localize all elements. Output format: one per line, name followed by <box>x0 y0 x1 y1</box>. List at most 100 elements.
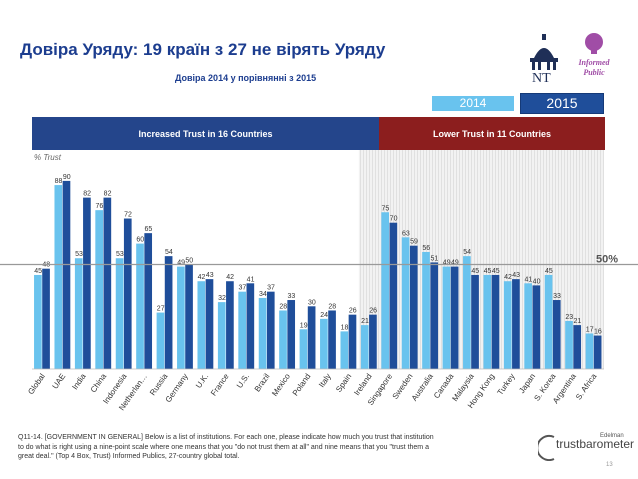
bar-2014-Italy <box>320 318 328 369</box>
bar-2014-Canada <box>442 266 451 369</box>
data-label-2014-Poland: 19 <box>300 322 308 329</box>
decrease-region-background <box>358 150 604 369</box>
page-subtitle: Довіра 2014 у порівнянні з 2015 <box>175 73 317 83</box>
logo: NT Informed Public <box>512 28 624 86</box>
data-label-2015-Germany: 50 <box>185 258 193 265</box>
svg-text:NT: NT <box>532 71 551 84</box>
data-label-2014-Turkey: 42 <box>504 274 512 281</box>
data-label-2015-Hong Kong: 45 <box>492 268 500 275</box>
bar-2015-Germany <box>185 264 193 369</box>
data-label-2014-China: 76 <box>96 203 104 210</box>
data-label-2014-Argentina: 23 <box>565 314 573 321</box>
bar-2015-Malaysia <box>471 274 479 369</box>
bar-2015-Global <box>42 268 50 369</box>
data-label-2015-Malaysia: 45 <box>471 268 479 275</box>
data-label-2014-Netherlan…: 60 <box>136 237 144 244</box>
bar-2015-Singapore <box>389 222 398 369</box>
brand-arc-icon <box>538 435 555 461</box>
x-tick-label-S. Africa: S. Africa <box>574 372 599 402</box>
bar-2015-Spain <box>348 314 357 369</box>
bar-2014-Indonesia <box>115 258 124 369</box>
data-label-2015-France: 42 <box>226 274 234 281</box>
data-label-2015-Italy: 28 <box>328 303 336 310</box>
bar-2015-Poland <box>307 306 316 369</box>
bar-2014-Malaysia <box>463 256 471 369</box>
bar-2015-France <box>226 281 234 369</box>
bar-2014-Russia <box>156 312 165 369</box>
data-label-2014-S. Africa: 17 <box>586 326 594 333</box>
data-label-2015-Ireland: 26 <box>369 308 377 315</box>
data-label-2014-U.S.: 37 <box>239 285 247 292</box>
data-label-2015-S. Korea: 33 <box>553 293 561 300</box>
data-label-2015-Brazil: 37 <box>267 285 275 292</box>
bar-2014-Germany <box>177 266 185 369</box>
y-axis-label: % Trust <box>34 153 61 162</box>
decrease-band: Lower Trust in 11 Countries <box>379 117 605 150</box>
bar-2015-Mexico <box>287 300 296 369</box>
bar-2014-U.K. <box>197 281 206 369</box>
data-label-2015-Russia: 54 <box>165 249 173 256</box>
x-tick-label-Ireland: Ireland <box>352 372 373 397</box>
data-label-2015-U.K.: 43 <box>206 272 214 279</box>
x-tick-label-U.S.: U.S. <box>235 372 251 390</box>
bar-2015-U.K. <box>205 279 214 369</box>
data-label-2015-Poland: 30 <box>308 299 316 306</box>
bar-2014-Ireland <box>360 325 369 369</box>
data-label-2015-UAE: 90 <box>63 174 71 181</box>
bar-2014-Global <box>34 274 42 369</box>
footer-question: Q11-14. [GOVERNMENT IN GENERAL] Below is… <box>18 434 434 460</box>
bar-2015-Turkey <box>512 279 520 369</box>
data-label-2015-Turkey: 43 <box>512 272 520 279</box>
bar-2014-France <box>217 302 226 369</box>
data-label-2014-India: 53 <box>75 251 83 258</box>
data-label-2014-Hong Kong: 45 <box>484 268 492 275</box>
data-label-2014-Italy: 24 <box>320 312 328 319</box>
bar-2015-S. Africa <box>593 335 602 369</box>
brand-org: Edelman <box>600 433 624 439</box>
x-tick-label-Japan: Japan <box>517 372 537 395</box>
bar-2014-Mexico <box>279 310 287 369</box>
data-label-2014-Australia: 56 <box>422 245 430 252</box>
bar-2015-UAE <box>62 180 71 369</box>
data-label-2014-Japan: 41 <box>525 276 533 283</box>
bar-2014-Japan <box>524 283 532 369</box>
legend-2014: 2014 <box>432 96 514 111</box>
data-label-2014-Mexico: 28 <box>279 303 287 310</box>
bar-2014-Brazil <box>258 297 267 369</box>
bar-2015-Brazil <box>266 291 275 369</box>
bar-2015-Hong Kong <box>491 274 500 369</box>
data-label-2014-Indonesia: 53 <box>116 251 124 258</box>
bar-2015-Indonesia <box>123 218 132 369</box>
bar-2015-India <box>83 197 91 369</box>
bar-2015-Ireland <box>369 314 377 369</box>
bar-2014-S. Africa <box>585 333 594 369</box>
bar-2014-Sweden <box>401 237 410 369</box>
x-tick-label-Global: Global <box>26 372 47 396</box>
x-tick-label-Poland: Poland <box>291 372 313 398</box>
bar-2015-China <box>103 197 112 369</box>
x-tick-label-India: India <box>70 372 88 392</box>
bar-2015-Canada <box>450 266 459 369</box>
bar-2015-Australia <box>430 262 439 369</box>
x-tick-label-Turkey: Turkey <box>495 372 516 397</box>
bar-2014-UAE <box>54 185 63 369</box>
data-label-2015-Spain: 26 <box>349 308 357 315</box>
bar-2015-U.S. <box>246 283 255 369</box>
bar-2014-Spain <box>340 331 349 369</box>
bar-2014-Argentina <box>565 320 573 369</box>
bar-2014-India <box>74 258 83 369</box>
data-label-2015-China: 82 <box>104 191 112 198</box>
data-label-2015-Indonesia: 72 <box>124 212 132 219</box>
data-label-2014-Russia: 27 <box>157 306 165 313</box>
data-label-2015-Global: 48 <box>42 262 50 269</box>
data-label-2014-France: 32 <box>218 295 226 302</box>
data-label-2015-S. Africa: 16 <box>594 329 602 336</box>
data-label-2014-Spain: 18 <box>341 324 349 331</box>
reference-line-label: 50% <box>596 254 618 266</box>
bar-2014-Turkey <box>503 281 512 369</box>
x-tick-label-U.K.: U.K. <box>194 372 210 390</box>
bar-2015-Sweden <box>409 245 418 369</box>
capitol-icon: NT <box>530 33 603 86</box>
data-label-2015-Australia: 51 <box>431 255 439 262</box>
